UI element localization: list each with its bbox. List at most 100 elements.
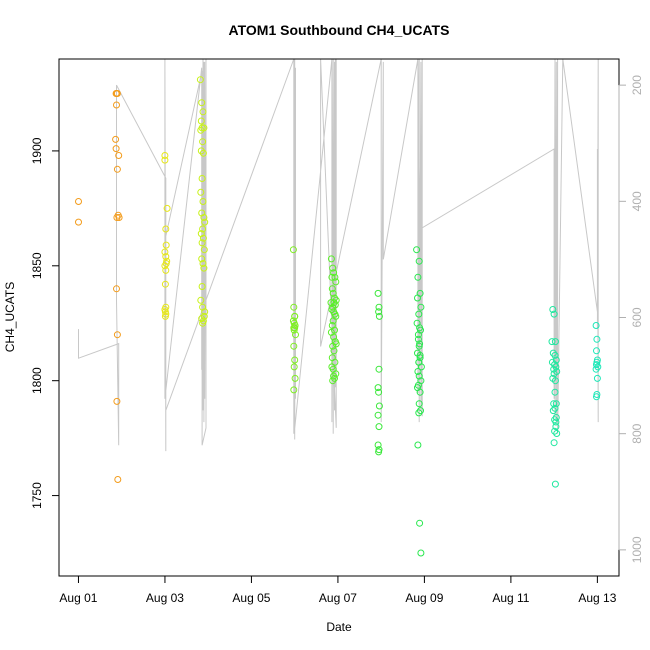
data-point [162,266,170,274]
data-point [375,303,383,311]
y-axis: 1750 1800 1850 1900 [30,137,60,509]
data-point [414,273,422,281]
data-point [199,108,207,116]
data-point [329,377,337,385]
x-tick-label: Aug 07 [319,591,357,605]
data-point [375,388,383,396]
y2-tick-label: 200 [630,75,644,95]
y2-tick-label: 1000 [630,536,644,563]
data-point [375,365,383,373]
data-point [290,363,298,371]
y-tick-label: 1900 [30,137,44,164]
data-point [199,138,207,146]
data-point [161,262,169,270]
data-point [414,331,422,339]
data-point [330,333,338,341]
data-point [552,363,560,371]
data-point [329,264,337,272]
data-point [163,204,171,212]
data-point [551,427,559,435]
data-point [289,246,297,254]
data-point [548,338,556,346]
data-point [375,402,383,410]
data-point [551,338,559,346]
x-axis: Aug 01 Aug 03 Aug 05 Aug 07 Aug 09 Aug 11 Aug … [59,575,617,605]
data-point [415,257,423,265]
data-point [415,372,423,380]
data-point [112,145,120,153]
data-point [113,285,120,293]
data-point [331,273,339,281]
data-point [330,347,338,355]
data-point [416,388,424,396]
data-point [414,294,421,302]
data-point [550,310,558,318]
y2-axis: 200 400 600 800 1000 [618,75,644,563]
data-point [161,152,169,159]
data-point [374,384,382,392]
data-point [549,306,557,313]
data-point [375,448,383,456]
data-point [201,308,209,316]
data-point [593,335,601,343]
data-point [291,312,299,320]
data-point [551,480,559,488]
data-point [112,135,120,143]
data-point [197,126,205,134]
data-point [417,549,425,557]
data-point [162,225,170,233]
data-point [415,400,423,408]
data-point [329,289,337,297]
data-point [290,342,298,350]
data-point [416,519,424,527]
data-point [551,377,559,385]
data-point [417,303,425,311]
x-axis-label: Date [326,620,352,634]
pressure-trace-layer [78,58,599,452]
data-point [198,175,206,182]
data-point [592,365,600,373]
data-point [198,239,206,247]
data-point [551,404,559,412]
data-point [414,368,422,375]
data-point [199,234,207,242]
data-point [332,340,340,348]
data-point [289,317,297,325]
x-tick-label: Aug 09 [405,591,443,605]
data-point [550,370,558,378]
data-point [196,76,204,84]
data-point [593,393,600,401]
data-point [197,188,205,196]
data-point [291,356,299,364]
x-tick-label: Aug 03 [146,591,184,605]
data-point [415,358,423,366]
data-point [198,283,206,290]
x-tick-label: Aug 01 [59,591,97,605]
data-point [332,278,340,286]
data-point [375,423,383,431]
data-point [114,476,122,483]
data-point [161,248,169,256]
data-point [551,388,559,396]
data-point [330,269,338,277]
data-point [113,165,121,173]
data-point [550,400,558,408]
data-point [200,312,208,320]
data-point [113,90,120,97]
chart-title: ATOM1 Southbound CH4_UCATS [229,22,450,38]
data-point [416,324,424,332]
data-point [290,386,298,394]
data-point [199,225,207,233]
data-point [416,354,424,362]
data-point [328,285,336,293]
data-point [200,246,208,254]
data-point [162,241,170,249]
data-point [199,319,207,327]
y-tick-label: 1800 [30,367,44,394]
data-point [550,439,558,447]
data-point [592,322,600,329]
data-point [198,99,206,107]
data-point [197,117,205,125]
data-point [161,156,169,164]
